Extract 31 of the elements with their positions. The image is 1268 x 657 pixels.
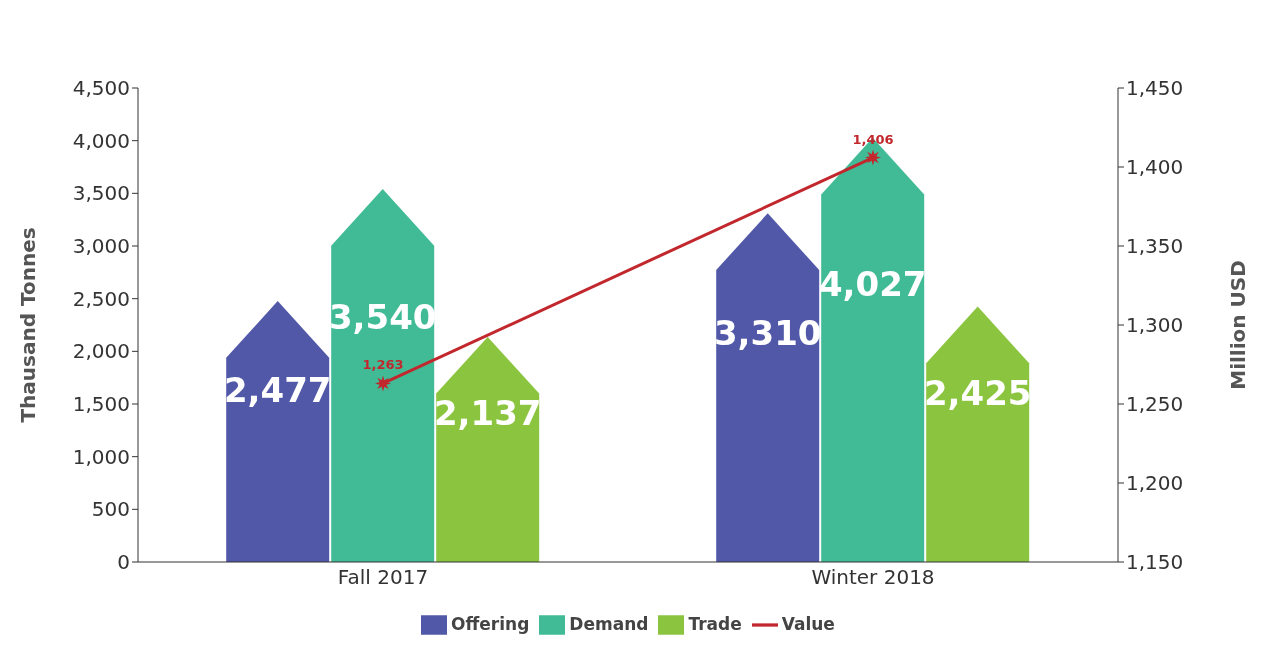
y-tick-label: 3,500 [72,181,130,206]
legend-label: Offering [451,614,530,634]
y-tick-label: 500 [91,497,130,522]
x-tick-label: Winter 2018 [811,565,935,590]
data-label: 4,027 [818,263,927,304]
y-tick-label: 2,500 [72,286,130,311]
y2-tick-label: 1,350 [1126,234,1184,259]
y-tick-label: 0 [117,550,130,575]
y-tick-label: 3,000 [72,234,130,259]
data-label: 2,425 [923,373,1032,414]
y-tick-label: 4,000 [72,128,130,153]
data-label: 2,137 [433,393,542,434]
y-tick-label: 1,500 [72,392,130,417]
data-label: 1,406 [852,131,894,147]
data-label: 1,263 [362,357,404,373]
y2-axis-title: Million USD [1226,260,1251,390]
y-tick-label: 2,000 [72,339,130,364]
legend-label: Trade [688,614,742,634]
legend-label: Demand [569,614,649,634]
y-tick-label: 4,500 [72,76,130,101]
y2-tick-label: 1,150 [1126,550,1184,575]
y2-tick-label: 1,250 [1126,392,1184,417]
y-axis-title: Thausand Tonnes [16,227,41,423]
y-tick-label: 1,000 [72,444,130,469]
data-label: 2,477 [223,369,332,410]
y2-tick-label: 1,200 [1126,471,1184,496]
y2-tick-label: 1,400 [1126,155,1184,180]
x-tick-label: Fall 2017 [337,565,429,590]
legend-label: Value [781,614,835,634]
y2-tick-label: 1,300 [1126,313,1184,338]
y2-tick-label: 1,450 [1126,76,1184,101]
